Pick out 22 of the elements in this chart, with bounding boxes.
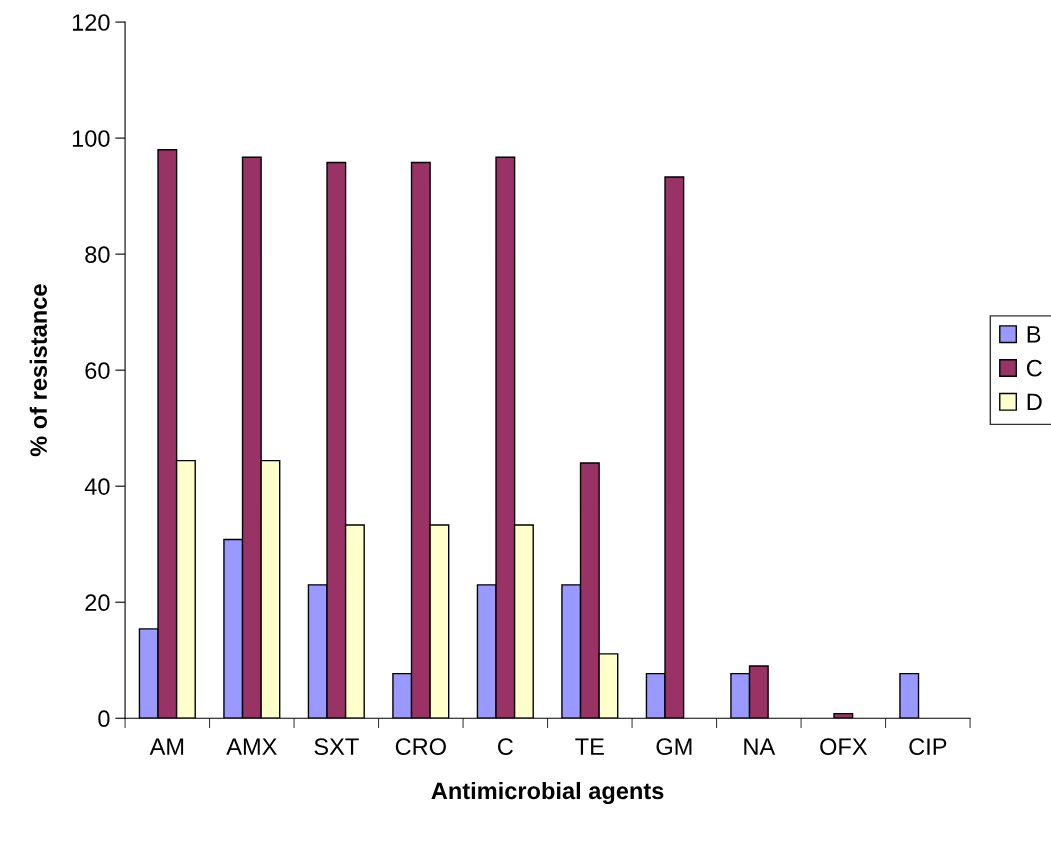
- legend-label: D: [1027, 393, 1042, 411]
- legend-label: C: [1026, 359, 1042, 377]
- y-tick-label: 40: [84, 478, 110, 495]
- x-tick-label: TE: [575, 738, 604, 755]
- x-tick-label: CIP: [909, 738, 947, 756]
- x-axis-title: Antimicrobial agents: [431, 781, 664, 805]
- y-tick-label: 0: [98, 710, 110, 728]
- x-tick-label: CRO: [395, 738, 446, 756]
- y-tick-label: 100: [72, 130, 110, 147]
- y-tick-label: 60: [85, 362, 110, 379]
- x-tick-label: AMX: [226, 738, 277, 755]
- x-tick-label: C: [497, 738, 513, 756]
- legend-label: B: [1027, 326, 1041, 343]
- y-tick-label: 20: [85, 594, 110, 612]
- y-axis-title: % of resistance: [29, 284, 47, 457]
- x-tick-label: NA: [744, 738, 776, 755]
- y-tick-label: 80: [85, 246, 110, 263]
- x-tick-label: GM: [656, 738, 692, 756]
- x-tick-label: OFX: [820, 738, 868, 756]
- x-tick-label: AM: [149, 738, 184, 755]
- y-tick-label: 120: [72, 14, 110, 31]
- x-tick-label: SXT: [314, 738, 359, 756]
